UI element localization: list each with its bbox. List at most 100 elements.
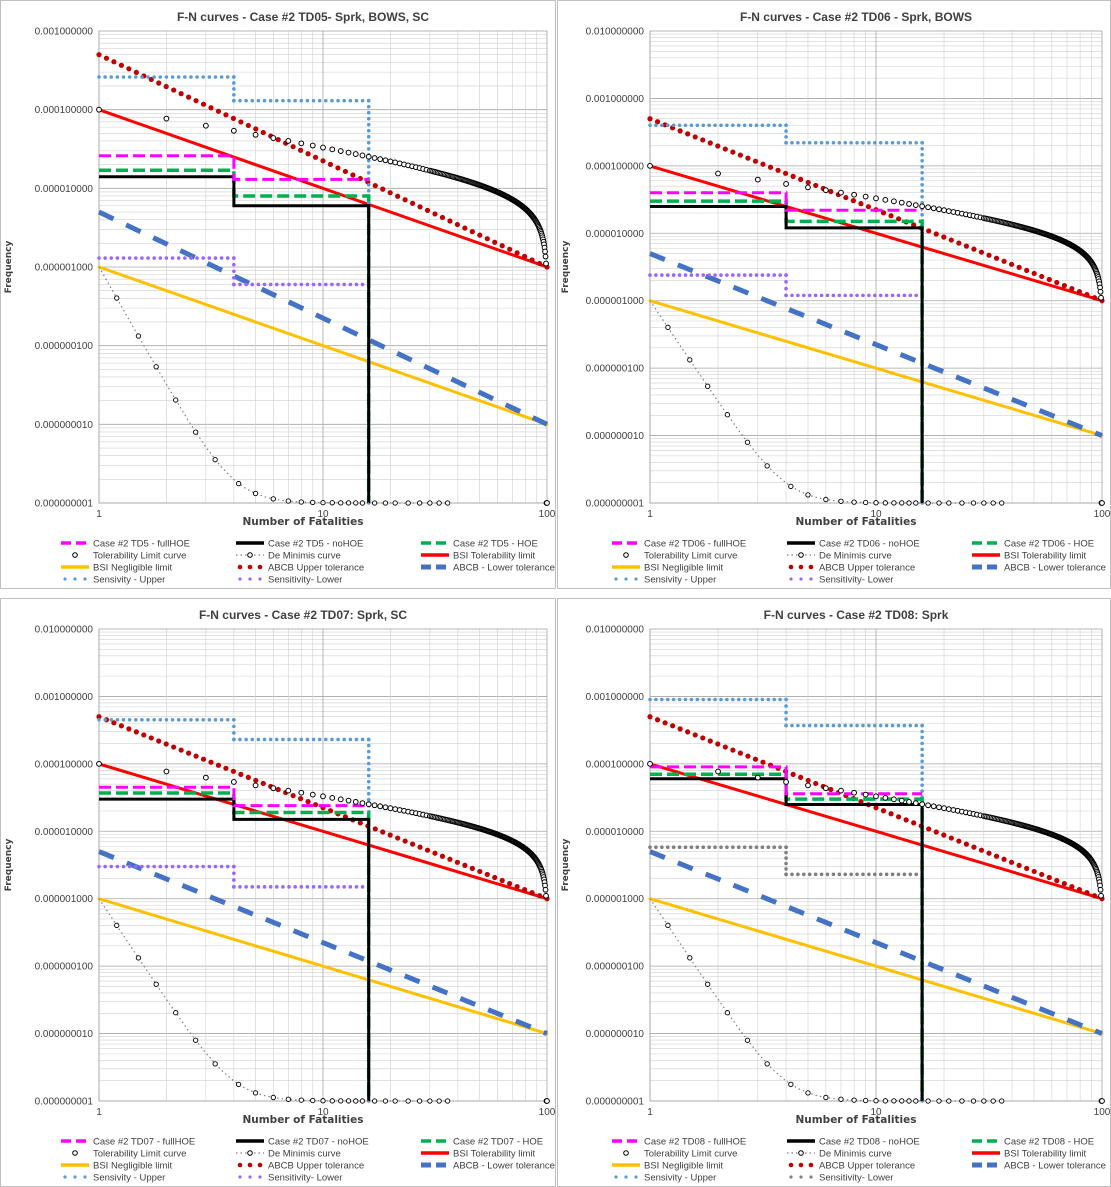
data-point [671, 123, 676, 128]
data-point [287, 282, 291, 287]
legend-item: Case #2 TD06 - HOE [972, 539, 1094, 550]
data-point [171, 744, 177, 750]
data-point [178, 747, 184, 753]
data-point [382, 804, 389, 811]
data-point [305, 799, 311, 805]
data-point [1061, 282, 1067, 289]
data-point [359, 1098, 366, 1104]
x-tick-label: 1 [96, 1107, 102, 1118]
data-point [805, 184, 811, 191]
data-point [855, 723, 859, 728]
data-point [1098, 892, 1104, 899]
data-point [298, 140, 305, 147]
chart-panel-td05: F-N curves - Case #2 TD05- Sprk, BOWS, S… [0, 0, 556, 589]
data-point [647, 162, 653, 169]
legend-label: Sensivity - Upper [93, 1173, 165, 1184]
data-point [665, 697, 670, 702]
legend-swatch [257, 564, 263, 570]
data-point [838, 189, 844, 196]
data-point [146, 256, 150, 260]
data-point [439, 853, 446, 859]
data-point [186, 750, 192, 756]
data-point [195, 256, 199, 260]
data-point [268, 737, 273, 742]
data-point [417, 204, 423, 210]
data-point [978, 249, 985, 255]
data-point [788, 1081, 794, 1088]
chart-title: F-N curves - Case #2 TD05- Sprk, BOWS, S… [177, 10, 429, 24]
fn-chart-td07: F-N curves - Case #2 TD07: Sprk, SC 0.000… [4, 608, 555, 1184]
data-point [219, 864, 224, 869]
legend-item: De Minimis curve [236, 1149, 341, 1160]
legend-item: Case #2 TD07 - noHOE [236, 1137, 369, 1148]
data-point [219, 75, 224, 79]
data-point [731, 697, 735, 702]
data-point [930, 205, 937, 212]
data-point [849, 140, 853, 145]
data-point [867, 872, 871, 877]
legend-swatch [257, 1162, 263, 1168]
data-point [689, 273, 694, 277]
data-point [366, 743, 371, 748]
data-point [152, 256, 156, 260]
x-tick-label: 1 [96, 509, 102, 520]
data-point [244, 737, 248, 742]
data-point [796, 293, 800, 298]
data-point [748, 273, 753, 277]
legend-label: De Minimis curve [819, 1149, 892, 1160]
data-point [654, 123, 658, 128]
data-point [813, 780, 819, 787]
data-point [802, 140, 806, 145]
data-point [884, 723, 889, 728]
data-point [256, 737, 261, 742]
data-point [920, 140, 924, 145]
data-point [230, 779, 237, 785]
data-point [736, 845, 741, 850]
data-point [1069, 883, 1075, 890]
x-axis-label: Number of Fatalities [242, 1114, 363, 1126]
legend-swatch [72, 552, 78, 558]
legend-item: Case #2 TD06 - noHOE [787, 539, 920, 550]
data-point [377, 803, 384, 810]
data-point [784, 697, 788, 702]
data-point [1009, 261, 1015, 267]
y-tick-label: 0.000001000 [586, 894, 645, 905]
data-point [392, 500, 398, 506]
legend-label: Case #2 TD07 - HOE [453, 1137, 543, 1148]
data-point [148, 735, 154, 741]
data-point [109, 75, 114, 79]
data-point [410, 200, 416, 206]
data-point [183, 75, 187, 79]
data-point [959, 500, 965, 506]
data-point [865, 204, 872, 210]
data-point [200, 101, 207, 107]
data-point [133, 729, 139, 735]
legend-label: ABCB Upper tolerance [268, 563, 364, 574]
data-point [1001, 258, 1007, 264]
data-point [366, 749, 371, 754]
data-point [298, 147, 304, 153]
data-point [671, 273, 676, 277]
data-point [873, 293, 877, 298]
data-point [999, 500, 1005, 506]
data-point [920, 152, 924, 157]
legend-swatch [72, 1150, 78, 1156]
data-point [109, 256, 114, 260]
x-tick-label: 10 [870, 509, 882, 520]
data-point [336, 737, 340, 742]
data-point [238, 885, 242, 889]
data-point [665, 273, 670, 277]
data-point [542, 886, 549, 893]
data-point [170, 718, 175, 722]
data-point [902, 872, 907, 877]
data-point [115, 75, 120, 79]
data-point [993, 255, 1000, 261]
legend-label: Sensivity - Upper [93, 575, 165, 586]
data-point [427, 1098, 433, 1104]
legend-label: BSI Negligible limit [644, 563, 724, 574]
data-point [695, 273, 700, 277]
data-point [742, 123, 747, 128]
data-point [692, 732, 698, 738]
legend-label: De Minimis curve [268, 551, 341, 562]
data-point [796, 872, 800, 877]
